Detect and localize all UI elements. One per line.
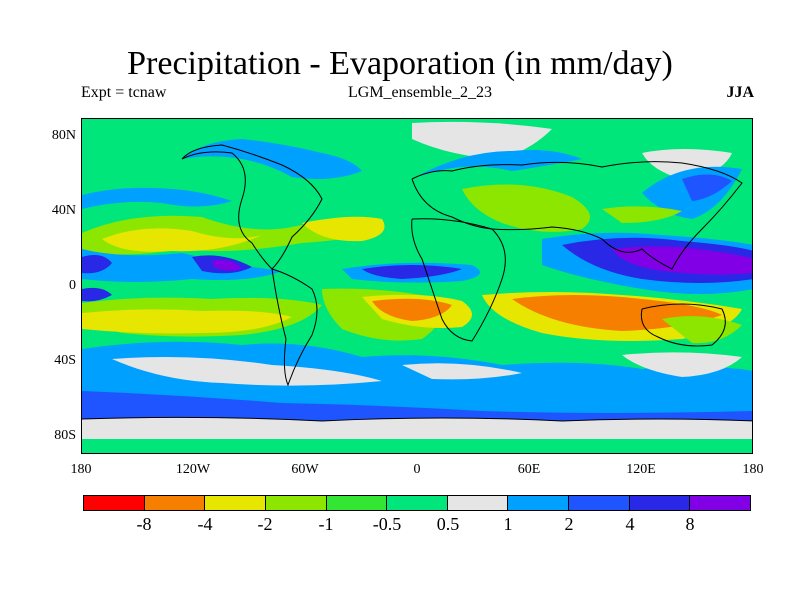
lon-tick: 120E	[626, 462, 656, 477]
colorbar-label: 8	[685, 514, 695, 534]
colorbar-segment	[447, 496, 509, 510]
lat-tick: 80N	[51, 128, 76, 143]
field-patch	[372, 298, 452, 321]
colorbar-segment	[84, 496, 145, 510]
field-patch	[82, 287, 112, 302]
field-patch	[112, 357, 382, 386]
colorbar	[83, 495, 751, 511]
field-patch	[402, 363, 522, 380]
colorbar-segment	[629, 496, 691, 510]
field-patch	[82, 249, 282, 282]
colorbar-label: -2	[257, 514, 273, 534]
lat-tick: 40N	[51, 203, 76, 218]
colorbar-segment	[508, 496, 570, 510]
field-patch	[302, 216, 385, 242]
lon-tick: 180	[70, 462, 92, 477]
field-patch	[622, 352, 742, 377]
colorbar-segment	[205, 496, 266, 510]
colorbar-label: 2	[564, 514, 574, 534]
colorbar-segment	[265, 496, 327, 510]
colorbar-segment	[387, 496, 448, 510]
field-patch	[462, 184, 590, 232]
field-patch	[182, 139, 362, 179]
field-patch	[82, 187, 232, 209]
colorbar-segment	[569, 496, 630, 510]
chart-title: Precipitation - Evaporation (in mm/day)	[127, 45, 673, 82]
lat-tick: 80S	[54, 428, 76, 443]
precipitation-map	[81, 118, 753, 454]
lon-tick: 60W	[291, 462, 319, 477]
field-patch	[662, 316, 742, 344]
colorbar-segment	[690, 496, 751, 510]
colorbar-label: -4	[197, 514, 213, 534]
colorbar-label: -1	[318, 514, 334, 534]
field-patch	[82, 439, 752, 453]
colorbar-label: -0.5	[372, 514, 402, 534]
field-patch	[102, 228, 262, 252]
lon-tick: 0	[413, 462, 421, 477]
lon-tick: 120W	[175, 462, 211, 477]
lat-tick: 0	[69, 278, 76, 293]
field-patch	[602, 206, 682, 223]
field-patch	[82, 309, 292, 334]
experiment-label: Expt = tcnaw	[81, 84, 167, 101]
field-patch	[682, 174, 732, 201]
colorbar-label: -8	[136, 514, 152, 534]
run-name: LGM_ensemble_2_23	[348, 84, 492, 101]
field-patch	[412, 121, 552, 159]
season-label: JJA	[726, 84, 754, 101]
colorbar-segment	[144, 496, 206, 510]
colorbar-label: 4	[625, 514, 635, 534]
map-field	[82, 119, 752, 453]
field-patch	[212, 260, 242, 271]
colorbar-segment	[326, 496, 388, 510]
lon-tick: 180	[742, 462, 764, 477]
colorbar-label: 0.5	[436, 514, 460, 534]
lon-tick: 60E	[517, 462, 541, 477]
colorbar-label: 1	[503, 514, 513, 534]
lat-tick: 40S	[54, 353, 76, 368]
coastlines	[82, 144, 752, 422]
field-patch	[82, 255, 112, 274]
field-patch	[362, 265, 462, 279]
